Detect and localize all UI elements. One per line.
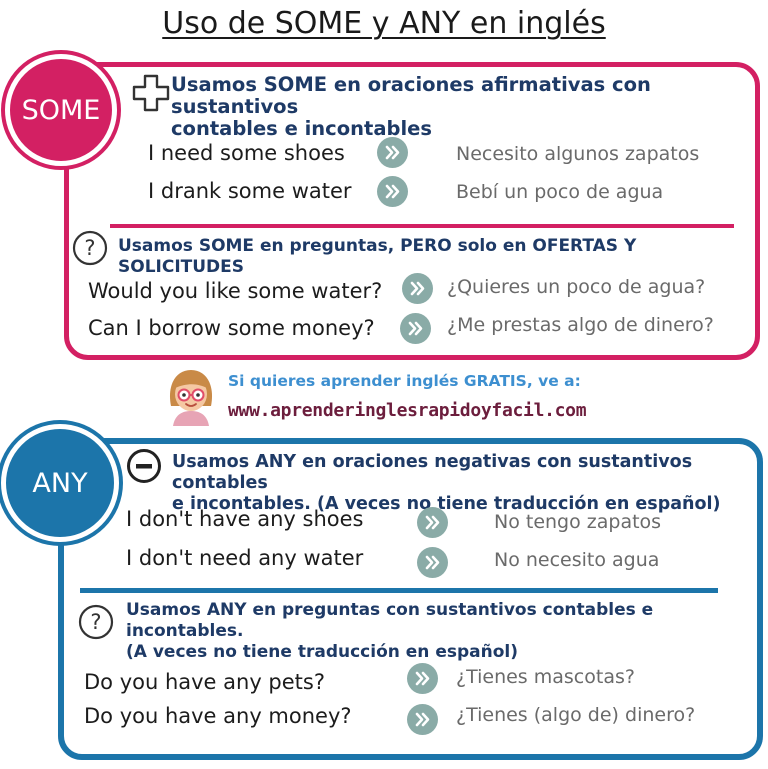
example-es: No tengo zapatos: [494, 511, 662, 533]
example-en: Do you have any money?: [84, 704, 352, 728]
example-es: Bebí un poco de agua: [456, 181, 664, 203]
example-en: Do you have any pets?: [84, 670, 326, 694]
example-en: I drank some water: [148, 179, 352, 203]
example-en: Can I borrow some money?: [88, 316, 375, 340]
question-icon: ?: [78, 604, 114, 644]
any-questions-heading: Usamos ANY en preguntas con sustantivos …: [126, 600, 654, 662]
some-questions-heading: Usamos SOME en preguntas, PERO solo en O…: [118, 236, 637, 277]
plus-icon: [132, 74, 170, 116]
double-chevron-right-icon: [417, 507, 448, 538]
any-negative-heading: Usamos ANY en oraciones negativas con su…: [172, 452, 721, 514]
double-chevron-right-icon: [407, 704, 438, 735]
any-badge: ANY: [1, 424, 119, 542]
double-chevron-right-icon: [400, 313, 431, 344]
example-es: ¿Tienes (algo de) dinero?: [456, 704, 696, 726]
example-en: I don't have any shoes: [126, 507, 364, 531]
example-es: ¿Me prestas algo de dinero?: [447, 314, 714, 336]
promo-text: Si quieres aprender inglés GRATIS, ve a:: [228, 372, 581, 390]
double-chevron-right-icon: [377, 137, 408, 168]
svg-text:?: ?: [84, 236, 95, 260]
question-icon: ?: [72, 230, 108, 270]
example-es: Necesito algunos zapatos: [456, 143, 700, 165]
double-chevron-right-icon: [407, 663, 438, 694]
divider: [110, 224, 734, 228]
example-es: ¿Quieres un poco de agua?: [447, 276, 706, 298]
page-title: Uso de SOME y ANY en inglés: [162, 6, 606, 41]
some-affirmative-heading: Usamos SOME en oraciones afirmativas con…: [171, 73, 651, 140]
example-es: No necesito agua: [494, 549, 660, 571]
teacher-avatar: [165, 366, 217, 430]
example-es: ¿Tienes mascotas?: [456, 666, 635, 688]
some-section: [64, 62, 760, 360]
minus-icon: [126, 448, 162, 488]
some-badge: SOME: [5, 54, 117, 166]
promo-url[interactable]: www.aprenderinglesrapidoyfacil.com: [228, 400, 587, 421]
example-en: I don't need any water: [126, 546, 364, 570]
any-section: [58, 438, 763, 760]
double-chevron-right-icon: [402, 273, 433, 304]
example-en: Would you like some water?: [88, 279, 383, 303]
divider: [80, 588, 718, 593]
double-chevron-right-icon: [377, 176, 408, 207]
example-en: I need some shoes: [148, 141, 345, 165]
svg-text:?: ?: [90, 610, 101, 634]
double-chevron-right-icon: [417, 547, 448, 578]
